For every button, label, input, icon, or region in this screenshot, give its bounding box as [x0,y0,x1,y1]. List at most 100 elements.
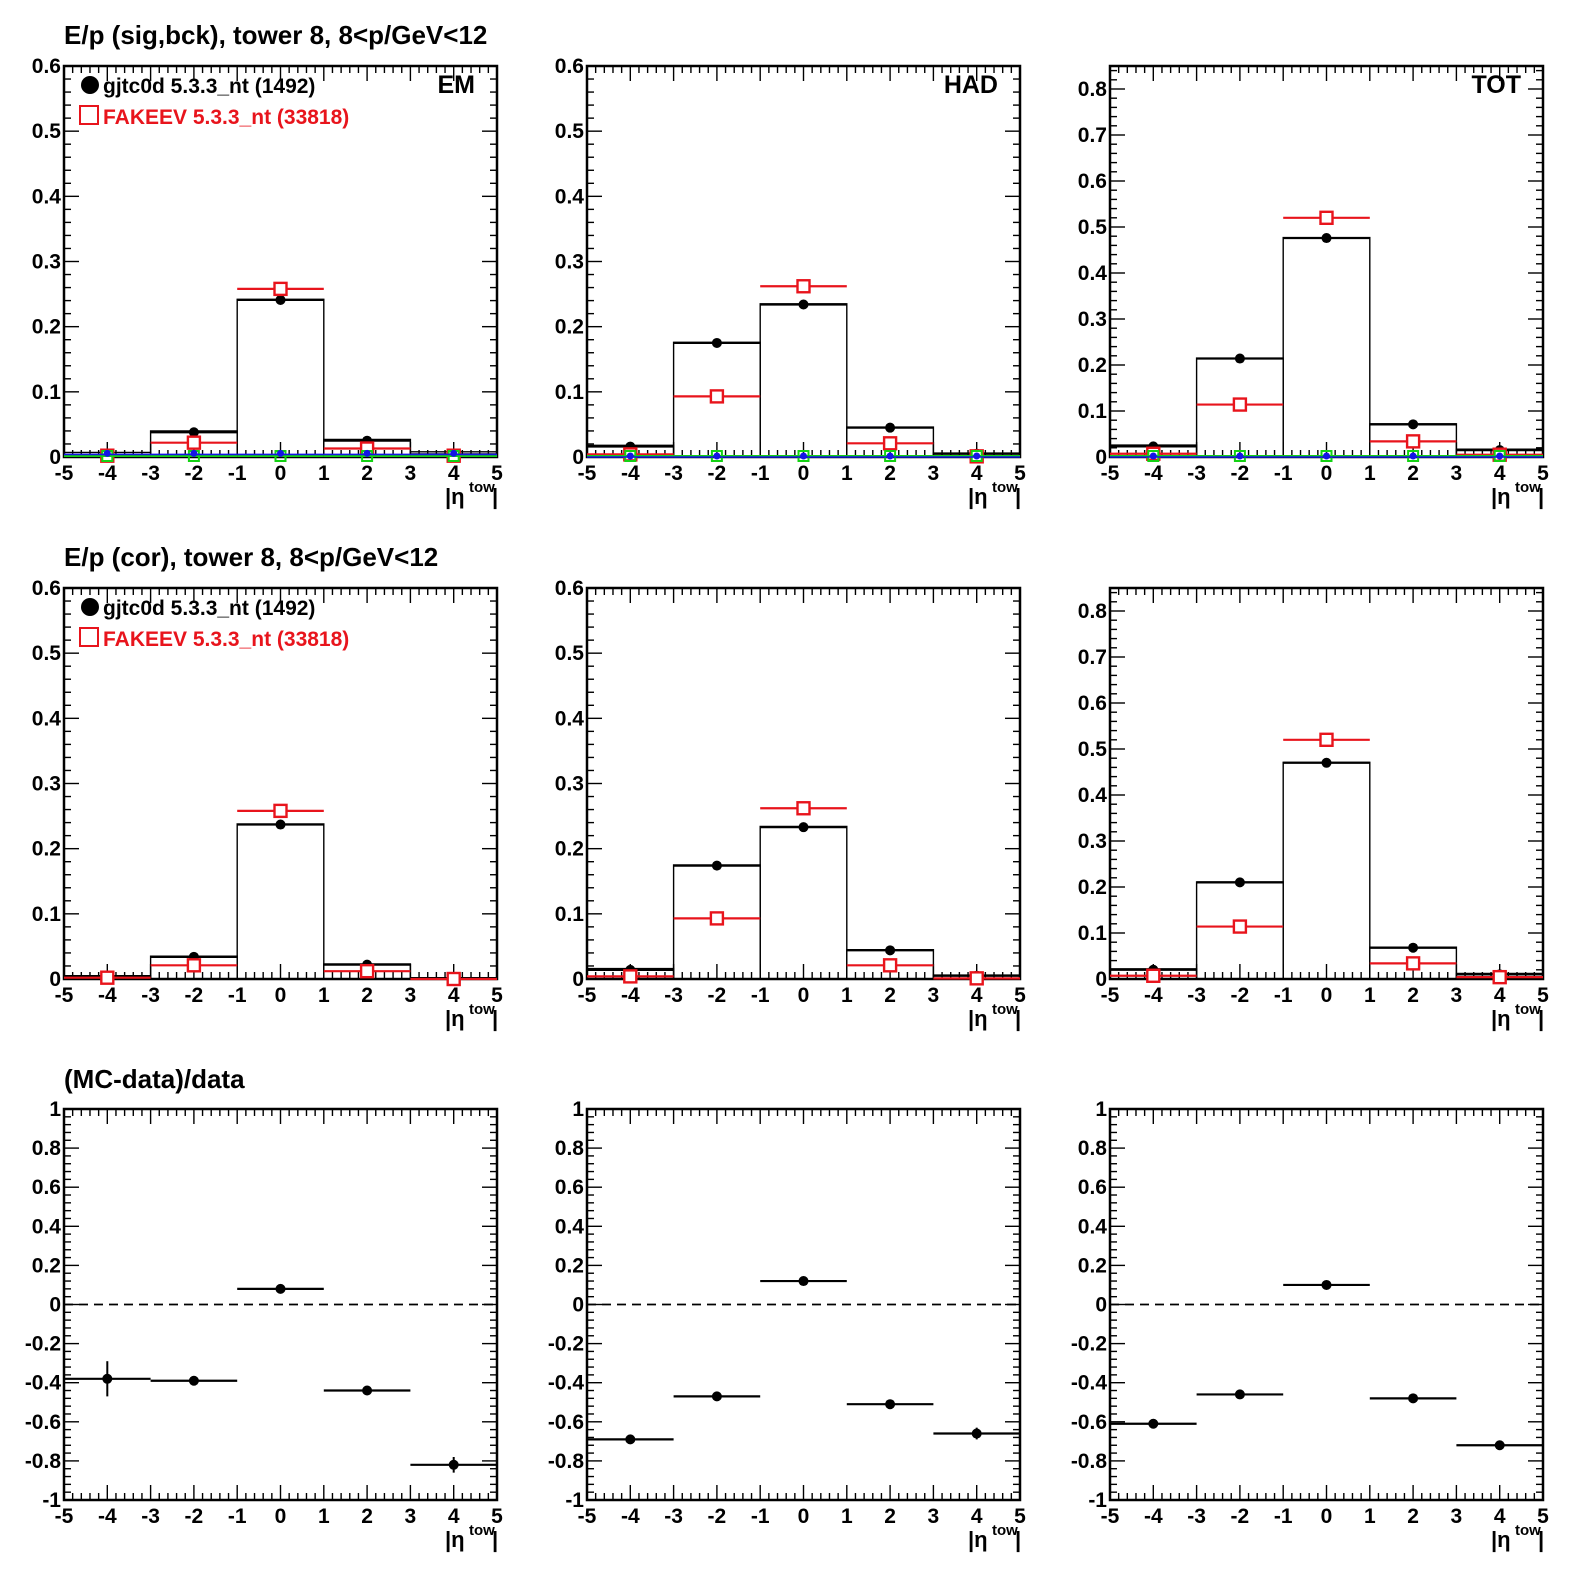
plot-frame [1108,64,1545,459]
y-tick-label: 0.2 [555,838,584,861]
y-tick-label: 0 [572,1294,584,1317]
bg-blue-point [277,449,284,457]
panel-0-2: -5 -4 -3 -2 -1 0 1 2 3 4 5 0 0.1 0.2 0.3 0.4 0.5 0.6 0.7 0.… [1078,64,1549,509]
x-axis-label-superscript: tow [992,1001,1018,1018]
row-title-ratio: (MC-data)/data [64,1064,245,1094]
x-axis-label-superscript: tow [469,1522,495,1539]
y-tick-label: 0.1 [1078,400,1108,423]
x-tick-label: -4 [621,984,640,1007]
y-tick-label: 0.2 [555,316,584,339]
y-tick-label: 0 [49,1294,61,1317]
row-title-cor: E/p (cor), tower 8, 8<p/GeV<12 [64,542,439,572]
y-tick-label: 0.2 [32,316,61,339]
bg-blue-point [1323,452,1330,460]
y-tick-label: 0.8 [32,1137,62,1160]
mc-point [1146,968,1161,983]
y-tick-label: 0.3 [32,251,61,274]
x-tick-label: -5 [1101,462,1120,485]
x-tick-label: -3 [141,984,160,1007]
data-point [798,299,809,310]
y-tick-label: 0.2 [1078,1254,1107,1277]
y-tick-label: 0.6 [555,577,584,600]
x-tick-label: -2 [185,1505,204,1528]
y-tick-label: 0.5 [1078,216,1108,239]
x-axis-label: |η [1491,484,1511,509]
y-tick-label: 0.2 [555,1254,584,1277]
y-tick-label: 0.4 [1078,784,1108,807]
y-tick-label: -0.6 [548,1411,584,1434]
x-tick-label: 2 [361,984,373,1007]
bg-green-point [884,450,897,462]
x-tick-label: 1 [1364,462,1376,485]
mc-point [1232,397,1248,412]
data-point [971,1428,982,1439]
data-point [188,427,199,438]
panel-2-0: -5 -4 -3 -2 -1 0 1 2 3 4 5 -1 -0.8 -0.6 -0.4 -0.2 0 0.2 0.… [25,1098,503,1552]
x-tick-label: -1 [751,462,770,485]
y-tick-label: -0.8 [1071,1450,1108,1473]
mc-point [969,971,984,986]
x-tick-label: 5 [1537,1505,1549,1528]
x-tick-label: 5 [491,462,503,485]
y-tick-label: 0.7 [1078,124,1107,147]
data-point [1408,419,1419,430]
x-tick-label: -4 [98,1505,117,1528]
bg-blue-point [363,449,371,457]
y-tick-label: 0.2 [1078,876,1107,899]
data-point [362,1385,373,1396]
panel-0-0: -5 -4 -3 -2 -1 0 1 2 3 4 5 0 0.1 0.2 0.3 0.4 0.5 0.6 |η tow… [32,55,503,509]
x-axis-label-bar: | [1015,484,1021,509]
x-tick-label: 1 [318,984,330,1007]
y-tick-label: 0 [572,446,584,469]
bg-blue-point [1496,452,1504,460]
x-axis-label-superscript: tow [1515,479,1541,496]
bg-green-point [710,450,723,462]
mc-point [796,801,811,816]
x-tick-label: 0 [275,1505,287,1528]
y-tick-label: 0.1 [32,381,62,404]
x-axis-label: |η [445,1006,465,1031]
x-tick-label: 5 [1537,462,1549,485]
y-tick-label: 0.4 [555,707,585,730]
x-tick-label: -2 [708,984,727,1007]
x-axis-label: |η [1491,1527,1511,1552]
y-tick-label: -1 [1088,1489,1107,1512]
y-tick-label: 0 [49,446,61,469]
y-tick-label: 0.3 [1078,308,1107,331]
x-axis-label: |η [445,1527,465,1552]
y-tick-label: 0.5 [555,642,585,665]
y-tick-label: 0.8 [1078,1137,1108,1160]
data-point [1408,1393,1419,1404]
data-point [1321,757,1332,768]
x-tick-label: 0 [1321,462,1333,485]
y-tick-label: 0.3 [555,773,584,796]
y-tick-label: 0 [1095,968,1107,991]
legend-data-marker [81,76,99,94]
legend-data-label: gjtc0d 5.3.3_nt (1492) [103,75,315,98]
x-tick-label: 1 [841,462,853,485]
panel-label: TOT [1471,71,1521,99]
x-tick-label: -1 [1274,1505,1293,1528]
x-tick-label: -3 [1187,462,1206,485]
panel-label: EM [438,71,476,99]
x-axis-label: |η [445,484,465,509]
x-tick-label: 4 [448,984,460,1007]
x-tick-label: -3 [664,984,683,1007]
x-axis-label-bar: | [1538,1006,1544,1031]
y-tick-label: -0.4 [25,1372,62,1395]
data-point [885,1399,896,1410]
y-tick-label: 0.5 [555,120,585,143]
bg-green-point [797,450,810,462]
x-tick-label: 3 [1451,1505,1463,1528]
data-point [885,945,896,956]
bg-green-point [970,450,983,462]
x-tick-label: 5 [491,1505,503,1528]
y-tick-label: 0.4 [555,185,585,208]
data-point [1321,233,1332,244]
data-point [711,337,722,348]
y-tick-label: 0.5 [1078,738,1108,761]
data-point [275,1283,286,1294]
y-tick-label: 0.8 [555,1137,585,1160]
bg-green-point [624,450,637,462]
y-tick-label: -1 [565,1489,584,1512]
